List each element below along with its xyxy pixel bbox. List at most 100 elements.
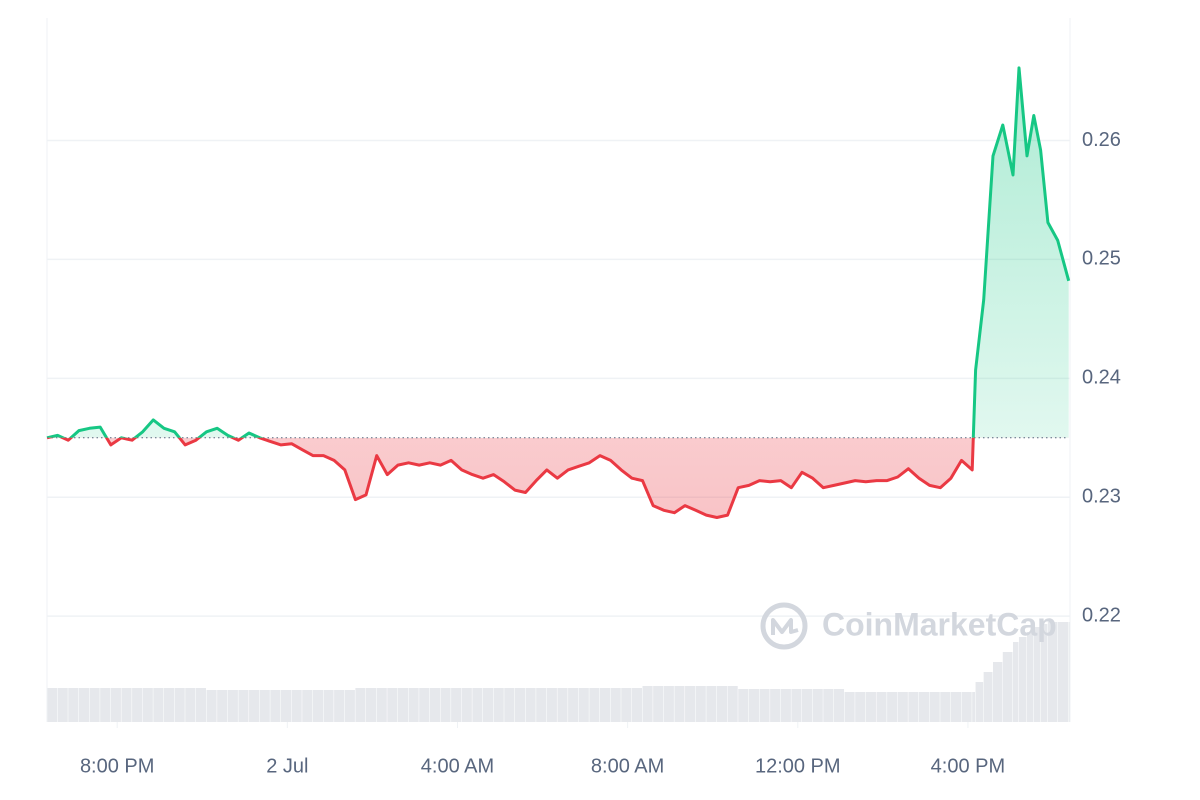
volume-bar bbox=[376, 688, 387, 722]
volume-bar bbox=[195, 688, 207, 722]
volume-bar bbox=[738, 689, 749, 722]
volume-bar bbox=[238, 690, 249, 722]
volume-bar bbox=[78, 688, 90, 722]
volume-bar bbox=[950, 692, 962, 722]
volume-bar bbox=[716, 686, 728, 722]
volume-bar bbox=[972, 692, 976, 722]
volume-bar bbox=[249, 690, 260, 722]
volume-bar bbox=[1027, 632, 1034, 722]
volume-bar bbox=[621, 688, 632, 722]
volume-bar bbox=[961, 692, 972, 722]
volume-bar bbox=[419, 688, 430, 722]
volume-bar bbox=[536, 688, 547, 722]
y-tick-label: 0.25 bbox=[1082, 248, 1121, 270]
volume-bar bbox=[366, 688, 377, 722]
volume-bar bbox=[599, 688, 611, 722]
area-down bbox=[47, 437, 1069, 518]
volume-bar bbox=[312, 690, 323, 722]
watermark-logo bbox=[760, 602, 808, 650]
volume-bar bbox=[780, 689, 791, 722]
volume-bar bbox=[975, 682, 984, 722]
volume-bar bbox=[397, 688, 409, 722]
volume-bar bbox=[653, 686, 664, 722]
volume-bar bbox=[514, 688, 526, 722]
grid-layer: 0.22 0.23 0.24 0.25 0.26 8:00 PM 2 Jul 4:00 AM 8… bbox=[46, 18, 1121, 777]
volume-bar bbox=[802, 689, 813, 722]
plot-layer bbox=[46, 66, 1071, 519]
volume-bar bbox=[855, 692, 866, 722]
volume-bar bbox=[674, 686, 685, 722]
volume-bar bbox=[727, 686, 738, 722]
x-tick-label: 2 Jul bbox=[266, 755, 308, 777]
x-tick-label: 8:00 PM bbox=[80, 755, 154, 777]
volume-bar bbox=[440, 688, 451, 722]
volume-bar bbox=[791, 689, 802, 722]
volume-bar bbox=[110, 688, 121, 722]
watermark: CoinMarketCap bbox=[760, 602, 1057, 650]
volume-bar bbox=[706, 686, 717, 722]
volume-layer bbox=[47, 622, 1070, 722]
volume-bar bbox=[387, 688, 398, 722]
volume-bar bbox=[302, 690, 313, 722]
watermark-logo-mark bbox=[771, 618, 799, 635]
volume-bar bbox=[695, 686, 706, 722]
volume-bar bbox=[918, 692, 930, 722]
volume-bar bbox=[121, 688, 132, 722]
volume-bar bbox=[153, 688, 164, 722]
volume-bar bbox=[546, 688, 557, 722]
volume-bar bbox=[504, 688, 515, 722]
volume-bar bbox=[759, 689, 770, 722]
x-tick-label: 4:00 AM bbox=[421, 755, 494, 777]
x-tick-label: 12:00 PM bbox=[755, 755, 841, 777]
volume-bar bbox=[344, 690, 355, 722]
volume-bar bbox=[844, 692, 855, 722]
volume-bar bbox=[89, 688, 100, 722]
volume-bar bbox=[217, 690, 228, 722]
volume-bar bbox=[1013, 642, 1019, 722]
volume-bar bbox=[1018, 637, 1027, 722]
volume-bar bbox=[993, 662, 1003, 722]
volume-bar bbox=[451, 688, 462, 722]
volume-bar bbox=[525, 688, 536, 722]
volume-bar bbox=[1068, 622, 1070, 722]
volume-bar bbox=[1057, 622, 1069, 722]
volume-bar bbox=[833, 689, 845, 722]
x-tick-label: 8:00 AM bbox=[591, 755, 664, 777]
volume-bar bbox=[132, 688, 143, 722]
volume-bar bbox=[1033, 627, 1041, 722]
volume-bar bbox=[1047, 622, 1058, 722]
volume-bar bbox=[355, 688, 366, 722]
volume-bar bbox=[280, 690, 292, 722]
volume-bar bbox=[259, 690, 270, 722]
volume-bar bbox=[68, 688, 79, 722]
volume-bar bbox=[908, 692, 919, 722]
volume-bar bbox=[174, 688, 185, 722]
volume-bar bbox=[227, 690, 238, 722]
volume-bar bbox=[57, 688, 68, 722]
volume-bar bbox=[100, 688, 111, 722]
volume-bar bbox=[823, 689, 834, 722]
y-tick-label: 0.22 bbox=[1082, 604, 1121, 626]
volume-bar bbox=[185, 688, 196, 722]
volume-bar bbox=[323, 690, 334, 722]
y-tick-label: 0.26 bbox=[1082, 129, 1121, 151]
volume-bar bbox=[929, 692, 940, 722]
volume-bar bbox=[1002, 652, 1013, 722]
x-tick-label: 4:00 PM bbox=[931, 755, 1005, 777]
volume-bar bbox=[163, 688, 175, 722]
y-tick-label: 0.23 bbox=[1082, 486, 1121, 508]
volume-bar bbox=[578, 688, 589, 722]
watermark-text: CoinMarketCap bbox=[822, 606, 1057, 642]
volume-bar bbox=[865, 692, 876, 722]
volume-bar bbox=[610, 688, 621, 722]
volume-bar bbox=[770, 689, 781, 722]
volume-bar bbox=[291, 690, 302, 722]
volume-bar bbox=[47, 688, 58, 722]
volume-bar bbox=[663, 686, 674, 722]
volume-bar bbox=[748, 689, 759, 722]
price-line-down bbox=[46, 437, 975, 519]
volume-bar bbox=[642, 686, 653, 722]
volume-bar bbox=[206, 690, 217, 722]
volume-bar bbox=[685, 686, 696, 722]
